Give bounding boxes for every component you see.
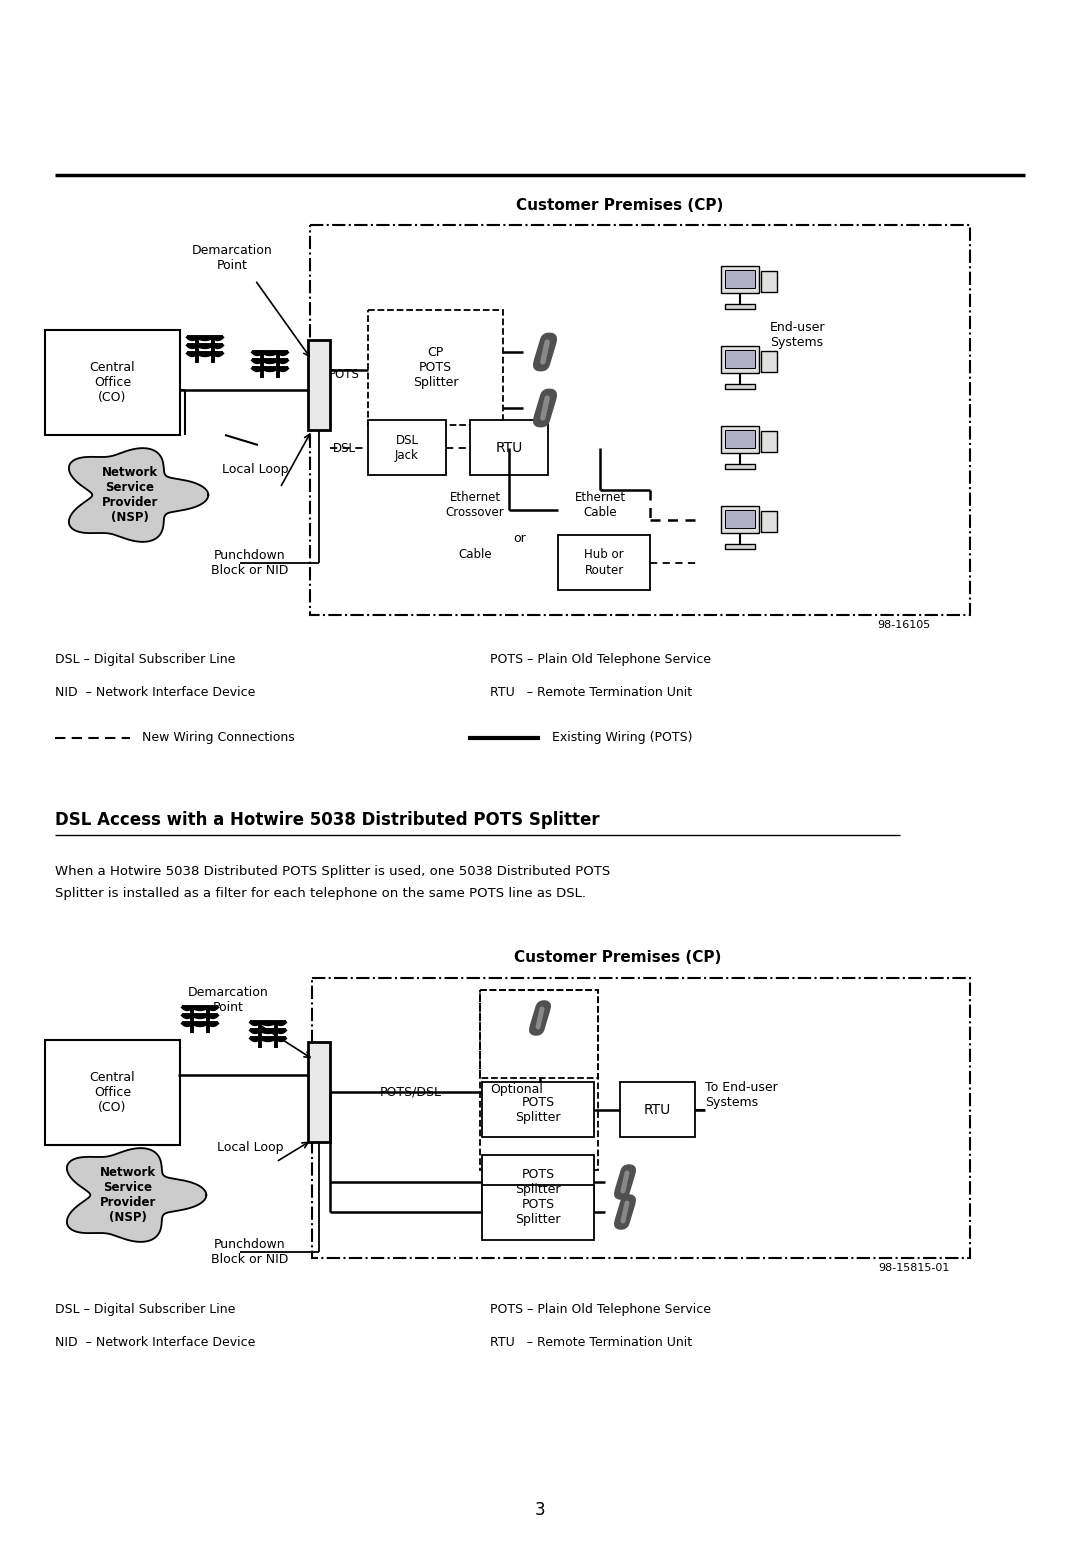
Text: POTS: POTS <box>328 369 360 382</box>
Text: Demarcation
Point: Demarcation Point <box>188 985 268 1013</box>
Ellipse shape <box>622 1195 635 1207</box>
Text: DSL Access with a Hotwire 5038 Distributed POTS Splitter: DSL Access with a Hotwire 5038 Distribut… <box>55 812 599 829</box>
Text: RTU: RTU <box>644 1103 671 1117</box>
Text: DSL
Jack: DSL Jack <box>395 433 419 461</box>
Text: POTS
Splitter: POTS Splitter <box>515 1095 561 1123</box>
Text: Central
Office
(CO): Central Office (CO) <box>90 1071 135 1114</box>
Text: Demarcation
Point: Demarcation Point <box>191 244 272 272</box>
Text: Punchdown
Block or NID: Punchdown Block or NID <box>212 1239 288 1265</box>
Bar <box>761 511 777 532</box>
Text: NID  – Network Interface Device: NID – Network Interface Device <box>55 1336 255 1348</box>
Ellipse shape <box>622 1165 635 1178</box>
Bar <box>312 978 970 1257</box>
Text: DSL: DSL <box>333 441 355 455</box>
Text: POTS – Plain Old Telephone Service: POTS – Plain Old Telephone Service <box>490 1303 711 1317</box>
Text: DSL – Digital Subscriber Line: DSL – Digital Subscriber Line <box>55 654 235 666</box>
Bar <box>558 535 650 590</box>
Ellipse shape <box>542 333 556 346</box>
Text: POTS
Splitter: POTS Splitter <box>515 1198 561 1226</box>
Text: Customer Premises (CP): Customer Premises (CP) <box>516 197 724 213</box>
Bar <box>721 266 758 294</box>
Bar <box>308 1042 330 1142</box>
Bar <box>725 269 755 288</box>
Bar <box>725 544 755 549</box>
Bar <box>45 1040 180 1145</box>
Bar <box>45 330 180 435</box>
Text: NID  – Network Interface Device: NID – Network Interface Device <box>55 685 255 699</box>
Text: Ethernet
Crossover: Ethernet Crossover <box>446 491 504 519</box>
Bar <box>725 349 755 368</box>
Ellipse shape <box>530 1023 543 1035</box>
Text: 3: 3 <box>535 1501 545 1519</box>
Ellipse shape <box>537 1001 550 1013</box>
Bar <box>308 339 330 430</box>
Text: POTS/DSL: POTS/DSL <box>380 1085 442 1098</box>
Polygon shape <box>67 1148 206 1242</box>
Text: or: or <box>514 532 526 544</box>
Text: POTS
Splitter: POTS Splitter <box>515 1168 561 1196</box>
Text: End-user
Systems: End-user Systems <box>770 321 825 349</box>
Text: RTU   – Remote Termination Unit: RTU – Remote Termination Unit <box>490 685 692 699</box>
Text: Network
Service
Provider
(NSP): Network Service Provider (NSP) <box>99 1167 157 1225</box>
Bar <box>725 383 755 389</box>
Text: New Wiring Connections: New Wiring Connections <box>141 732 295 744</box>
Bar <box>725 463 755 469</box>
Bar <box>482 1186 594 1240</box>
Bar <box>470 421 548 475</box>
Text: To End-user
Systems: To End-user Systems <box>705 1081 778 1109</box>
Bar <box>725 430 755 449</box>
Text: Punchdown
Block or NID: Punchdown Block or NID <box>212 549 288 577</box>
Text: When a Hotwire 5038 Distributed POTS Splitter is used, one 5038 Distributed POTS: When a Hotwire 5038 Distributed POTS Spl… <box>55 865 610 879</box>
Bar <box>368 421 446 475</box>
Text: Customer Premises (CP): Customer Premises (CP) <box>514 951 721 965</box>
Text: 98-16105: 98-16105 <box>877 619 930 630</box>
Ellipse shape <box>534 358 549 371</box>
Text: Splitter is installed as a filter for each telephone on the same POTS line as DS: Splitter is installed as a filter for ea… <box>55 887 586 901</box>
Text: Hub or
Router: Hub or Router <box>584 549 624 577</box>
Bar <box>761 271 777 291</box>
Text: Local Loop: Local Loop <box>221 463 288 477</box>
Bar <box>725 510 755 529</box>
Ellipse shape <box>615 1217 629 1229</box>
Text: Central
Office
(CO): Central Office (CO) <box>90 361 135 404</box>
Text: Local Loop: Local Loop <box>217 1142 283 1154</box>
Bar <box>761 352 777 372</box>
Text: CP
POTS
Splitter: CP POTS Splitter <box>413 346 458 389</box>
Bar <box>620 1082 696 1137</box>
Bar <box>725 303 755 310</box>
Ellipse shape <box>615 1187 629 1200</box>
Text: Ethernet
Cable: Ethernet Cable <box>575 491 625 519</box>
Text: Optional: Optional <box>490 1084 543 1096</box>
Text: Existing Wiring (POTS): Existing Wiring (POTS) <box>552 732 692 744</box>
Text: 98-15815-01: 98-15815-01 <box>879 1264 950 1273</box>
Text: DSL – Digital Subscriber Line: DSL – Digital Subscriber Line <box>55 1303 235 1317</box>
Bar <box>480 990 598 1078</box>
Bar <box>368 310 503 425</box>
Text: RTU   – Remote Termination Unit: RTU – Remote Termination Unit <box>490 1336 692 1348</box>
Bar <box>482 1154 594 1211</box>
Bar <box>761 432 777 452</box>
Bar <box>480 990 598 1170</box>
Bar <box>721 425 758 454</box>
Ellipse shape <box>542 389 556 402</box>
Bar <box>721 507 758 533</box>
Bar <box>310 225 970 615</box>
Text: Network
Service
Provider
(NSP): Network Service Provider (NSP) <box>102 466 158 524</box>
Text: Cable: Cable <box>458 549 491 561</box>
Bar <box>482 1082 594 1137</box>
Text: POTS – Plain Old Telephone Service: POTS – Plain Old Telephone Service <box>490 654 711 666</box>
Text: RTU: RTU <box>496 441 523 455</box>
Polygon shape <box>69 449 208 541</box>
Ellipse shape <box>534 413 549 427</box>
Bar <box>721 346 758 374</box>
